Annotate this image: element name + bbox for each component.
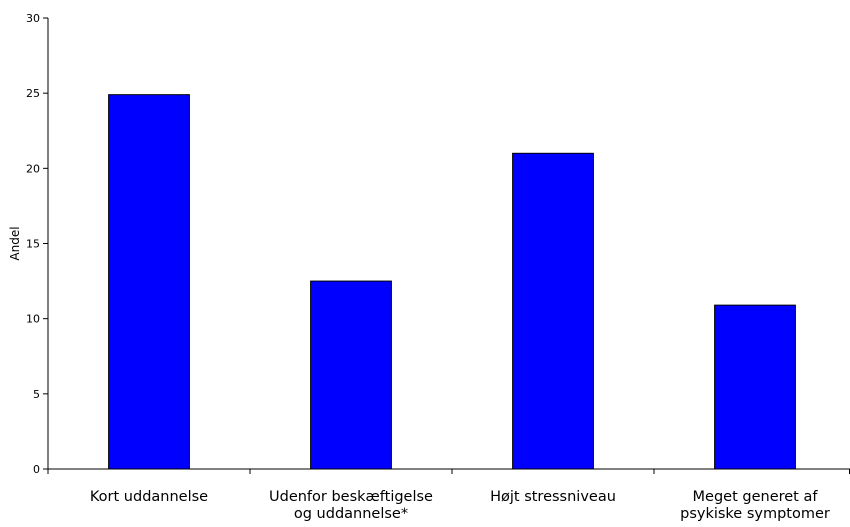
x-category-label: Kort uddannelse — [90, 489, 208, 505]
y-tick-label: 5 — [33, 388, 40, 401]
x-category-label: og uddannelse* — [294, 506, 408, 522]
bars — [108, 94, 796, 470]
y-axis-ticks — [43, 17, 48, 470]
bar — [714, 304, 796, 470]
x-category-label: Højt stressniveau — [490, 489, 616, 505]
y-tick-label: 20 — [26, 162, 40, 175]
y-tick-label: 0 — [33, 463, 40, 476]
y-tick-label: 30 — [26, 12, 40, 25]
x-category-label: psykiske symptomer — [680, 506, 830, 522]
y-axis-title: Andel — [8, 226, 22, 260]
bar — [108, 94, 190, 470]
bar — [310, 280, 392, 470]
x-axis-ticks — [47, 469, 850, 474]
y-tick-label: 10 — [26, 313, 40, 326]
x-category-label: Udenfor beskæftigelse — [269, 489, 433, 505]
y-tick-label: 25 — [26, 87, 40, 100]
y-tick-label: 15 — [26, 238, 40, 251]
bar — [512, 152, 594, 470]
y-axis-tick-labels: 0 5 10 15 20 25 30 — [26, 12, 40, 476]
x-category-label: Meget generet af — [693, 489, 819, 505]
